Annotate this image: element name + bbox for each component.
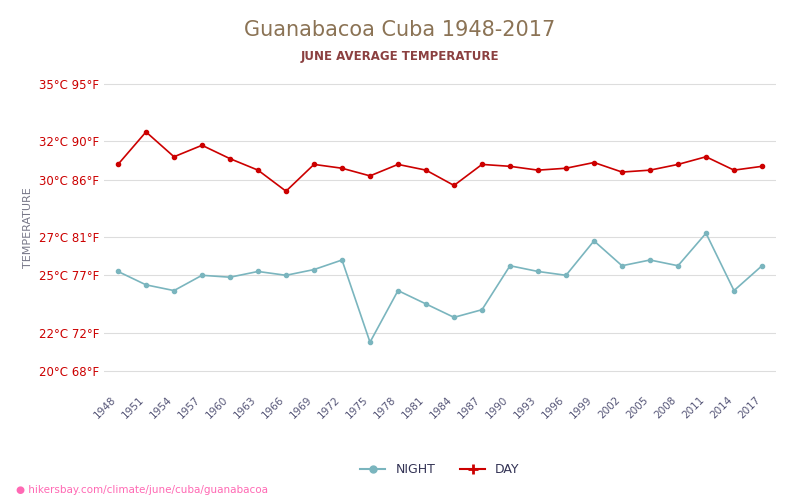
Text: ● hikersbay.com/climate/june/cuba/guanabacoa: ● hikersbay.com/climate/june/cuba/guanab… [16, 485, 268, 495]
Text: JUNE AVERAGE TEMPERATURE: JUNE AVERAGE TEMPERATURE [301, 50, 499, 63]
Text: Guanabacoa Cuba 1948-2017: Guanabacoa Cuba 1948-2017 [244, 20, 556, 40]
Y-axis label: TEMPERATURE: TEMPERATURE [22, 187, 33, 268]
Legend: NIGHT, DAY: NIGHT, DAY [355, 458, 525, 481]
